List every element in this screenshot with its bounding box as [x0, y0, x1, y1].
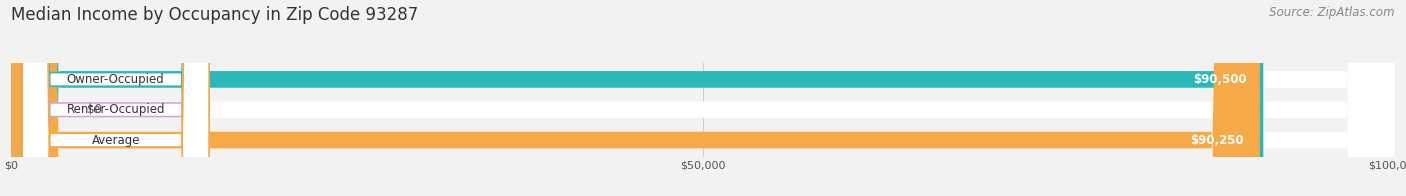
Text: $90,500: $90,500 [1194, 73, 1247, 86]
Text: $0: $0 [87, 103, 103, 116]
Text: Average: Average [91, 134, 141, 147]
Text: Owner-Occupied: Owner-Occupied [67, 73, 165, 86]
FancyBboxPatch shape [11, 0, 1395, 196]
FancyBboxPatch shape [22, 0, 209, 196]
FancyBboxPatch shape [11, 0, 1395, 196]
Text: Median Income by Occupancy in Zip Code 93287: Median Income by Occupancy in Zip Code 9… [11, 6, 419, 24]
FancyBboxPatch shape [11, 0, 53, 196]
FancyBboxPatch shape [22, 0, 209, 196]
Text: Source: ZipAtlas.com: Source: ZipAtlas.com [1270, 6, 1395, 19]
FancyBboxPatch shape [11, 0, 1395, 196]
Text: $90,250: $90,250 [1189, 134, 1243, 147]
FancyBboxPatch shape [11, 0, 1264, 196]
FancyBboxPatch shape [22, 0, 209, 196]
FancyBboxPatch shape [11, 0, 1260, 196]
Text: Renter-Occupied: Renter-Occupied [66, 103, 165, 116]
